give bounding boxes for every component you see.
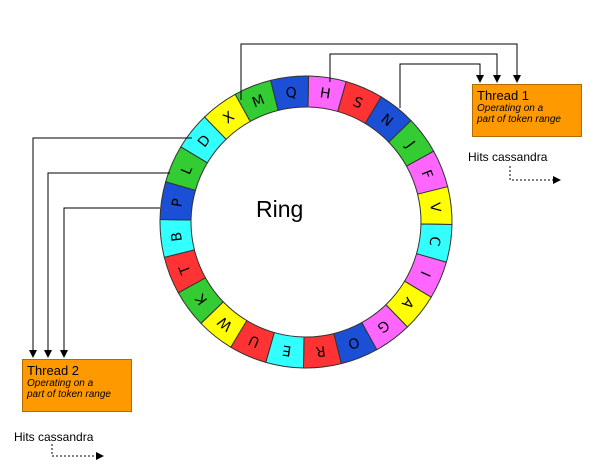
ring-segment-label-m: M — [250, 92, 267, 111]
ring-segment-label-o: O — [345, 333, 361, 352]
thread-1-box: Thread 1 Operating on a part of token ra… — [472, 84, 582, 137]
ring-label: Ring — [256, 196, 304, 222]
ring-segment-label-c: C — [425, 235, 442, 247]
hits-arrows — [51, 166, 561, 460]
hits-arrow-thread2 — [51, 444, 104, 460]
ring-segment-label-h: H — [319, 85, 332, 102]
thread-1-description-line1: Operating on a — [477, 103, 544, 114]
ring-segment-label-q: Q — [285, 85, 298, 102]
thread-1-hits-label: Hits cassandra — [468, 150, 548, 164]
connector-n-to-thread1 — [399, 63, 484, 108]
thread-2-box: Thread 2 Operating on a part of token ra… — [22, 359, 132, 412]
thread-2-description-line1: Operating on a — [27, 378, 94, 389]
connector-d-to-thread2 — [29, 137, 192, 358]
ring-segment-label-e: E — [281, 342, 292, 359]
connector-lines — [29, 43, 521, 358]
ring-segment-label-r: R — [315, 342, 327, 359]
connector-m-to-thread1 — [240, 43, 521, 100]
ring-segment-label-v: V — [426, 202, 443, 214]
ring-segment-label-i: I — [417, 269, 433, 279]
connector-l-to-thread2 — [44, 172, 170, 358]
thread-1-description-line2: part of token range — [477, 114, 561, 125]
connector-h-to-thread1 — [329, 53, 501, 83]
ring-segment-label-b: B — [169, 231, 186, 242]
thread-2-title: Thread 2 — [27, 363, 80, 378]
hits-arrow-thread1 — [509, 166, 561, 184]
thread-2-hits-label: Hits cassandra — [14, 430, 94, 444]
ring-segment-label-p: P — [169, 197, 186, 208]
thread-1-title: Thread 1 — [477, 88, 530, 103]
connector-p-to-thread2 — [60, 207, 160, 358]
thread-2-description-line2: part of token range — [27, 389, 111, 400]
ring-segment-q — [270, 75, 310, 112]
